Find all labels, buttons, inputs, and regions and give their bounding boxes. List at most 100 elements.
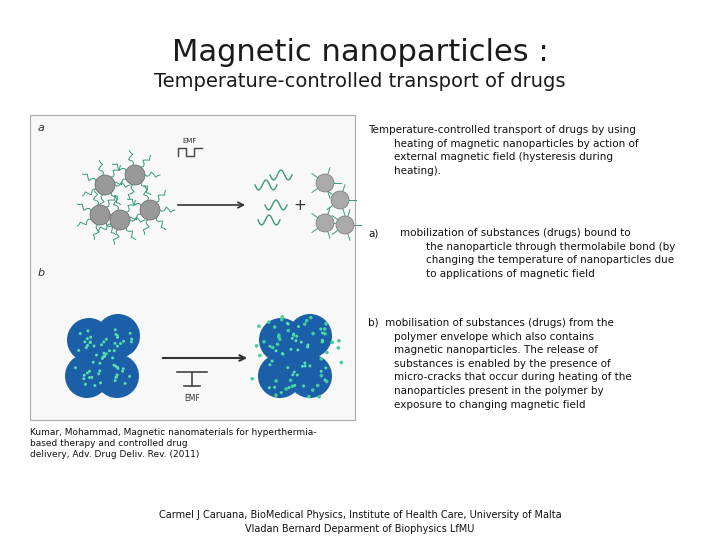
Circle shape (110, 210, 130, 230)
Circle shape (264, 360, 297, 393)
Circle shape (99, 369, 102, 373)
Circle shape (86, 344, 89, 347)
Circle shape (258, 354, 302, 398)
Circle shape (94, 384, 96, 387)
Circle shape (287, 329, 290, 332)
Circle shape (279, 340, 312, 373)
Circle shape (277, 335, 281, 339)
Circle shape (93, 345, 96, 348)
Circle shape (117, 367, 120, 370)
Circle shape (99, 381, 102, 384)
Circle shape (292, 373, 294, 376)
Circle shape (91, 361, 94, 364)
Circle shape (86, 340, 120, 373)
Circle shape (293, 384, 296, 387)
Circle shape (316, 174, 334, 192)
Circle shape (122, 340, 125, 343)
Circle shape (259, 318, 303, 362)
Circle shape (74, 366, 77, 369)
Circle shape (311, 332, 315, 335)
Text: mobilization of substances (drugs) bound to
        the nanoparticle through the: mobilization of substances (drugs) bound… (400, 228, 675, 279)
Circle shape (274, 349, 278, 352)
Circle shape (103, 355, 106, 358)
Circle shape (95, 354, 98, 356)
Circle shape (116, 334, 119, 337)
Circle shape (115, 375, 118, 379)
Circle shape (104, 353, 108, 355)
Circle shape (85, 346, 88, 349)
Circle shape (89, 341, 92, 343)
Circle shape (95, 354, 139, 398)
Circle shape (95, 175, 115, 195)
Circle shape (100, 343, 103, 346)
Circle shape (282, 353, 284, 356)
Circle shape (83, 374, 86, 377)
Circle shape (319, 327, 323, 330)
Circle shape (325, 380, 328, 383)
Circle shape (320, 370, 323, 373)
Circle shape (294, 360, 326, 393)
Circle shape (271, 360, 274, 363)
Circle shape (300, 341, 303, 343)
Circle shape (116, 373, 119, 376)
Circle shape (296, 374, 299, 376)
Circle shape (323, 379, 327, 381)
Circle shape (114, 376, 117, 379)
Circle shape (320, 374, 323, 377)
Circle shape (324, 367, 328, 369)
Circle shape (78, 332, 82, 335)
Circle shape (113, 349, 116, 352)
Circle shape (122, 367, 125, 370)
Circle shape (289, 379, 292, 382)
Circle shape (292, 334, 295, 337)
Circle shape (288, 354, 332, 398)
Text: Carmel J Caruana, BioMedical Physics, Institute of Health Care, University of Ma: Carmel J Caruana, BioMedical Physics, In… (158, 510, 562, 520)
Circle shape (321, 339, 324, 342)
Circle shape (121, 370, 124, 373)
Circle shape (306, 346, 309, 348)
Circle shape (269, 345, 271, 348)
Circle shape (287, 322, 290, 326)
Circle shape (90, 205, 110, 225)
Circle shape (303, 361, 307, 365)
Circle shape (274, 379, 278, 383)
Circle shape (267, 320, 271, 324)
Circle shape (304, 364, 307, 368)
Circle shape (284, 387, 288, 391)
Circle shape (301, 364, 304, 368)
Circle shape (278, 338, 282, 341)
Circle shape (101, 357, 104, 360)
Circle shape (290, 384, 294, 388)
Circle shape (73, 323, 106, 356)
Circle shape (270, 366, 290, 386)
Circle shape (269, 363, 271, 366)
Circle shape (102, 352, 105, 355)
Circle shape (86, 372, 89, 374)
Circle shape (271, 330, 291, 350)
Circle shape (257, 325, 261, 328)
Circle shape (116, 336, 119, 339)
Circle shape (262, 340, 266, 343)
Circle shape (251, 377, 254, 381)
Circle shape (286, 322, 289, 325)
Circle shape (287, 386, 291, 389)
Circle shape (288, 314, 332, 358)
Circle shape (84, 383, 87, 386)
Circle shape (293, 370, 296, 374)
Circle shape (292, 333, 295, 335)
Text: a): a) (368, 228, 379, 238)
Circle shape (311, 388, 315, 392)
Circle shape (86, 329, 89, 332)
Circle shape (108, 326, 128, 346)
Circle shape (271, 346, 274, 349)
Text: EMF: EMF (184, 394, 200, 403)
Circle shape (114, 379, 117, 382)
Circle shape (130, 340, 133, 343)
Circle shape (102, 340, 105, 343)
Circle shape (99, 362, 102, 364)
Circle shape (124, 382, 127, 385)
Circle shape (105, 338, 108, 341)
Circle shape (82, 377, 85, 380)
Circle shape (79, 330, 99, 350)
Circle shape (255, 344, 258, 348)
